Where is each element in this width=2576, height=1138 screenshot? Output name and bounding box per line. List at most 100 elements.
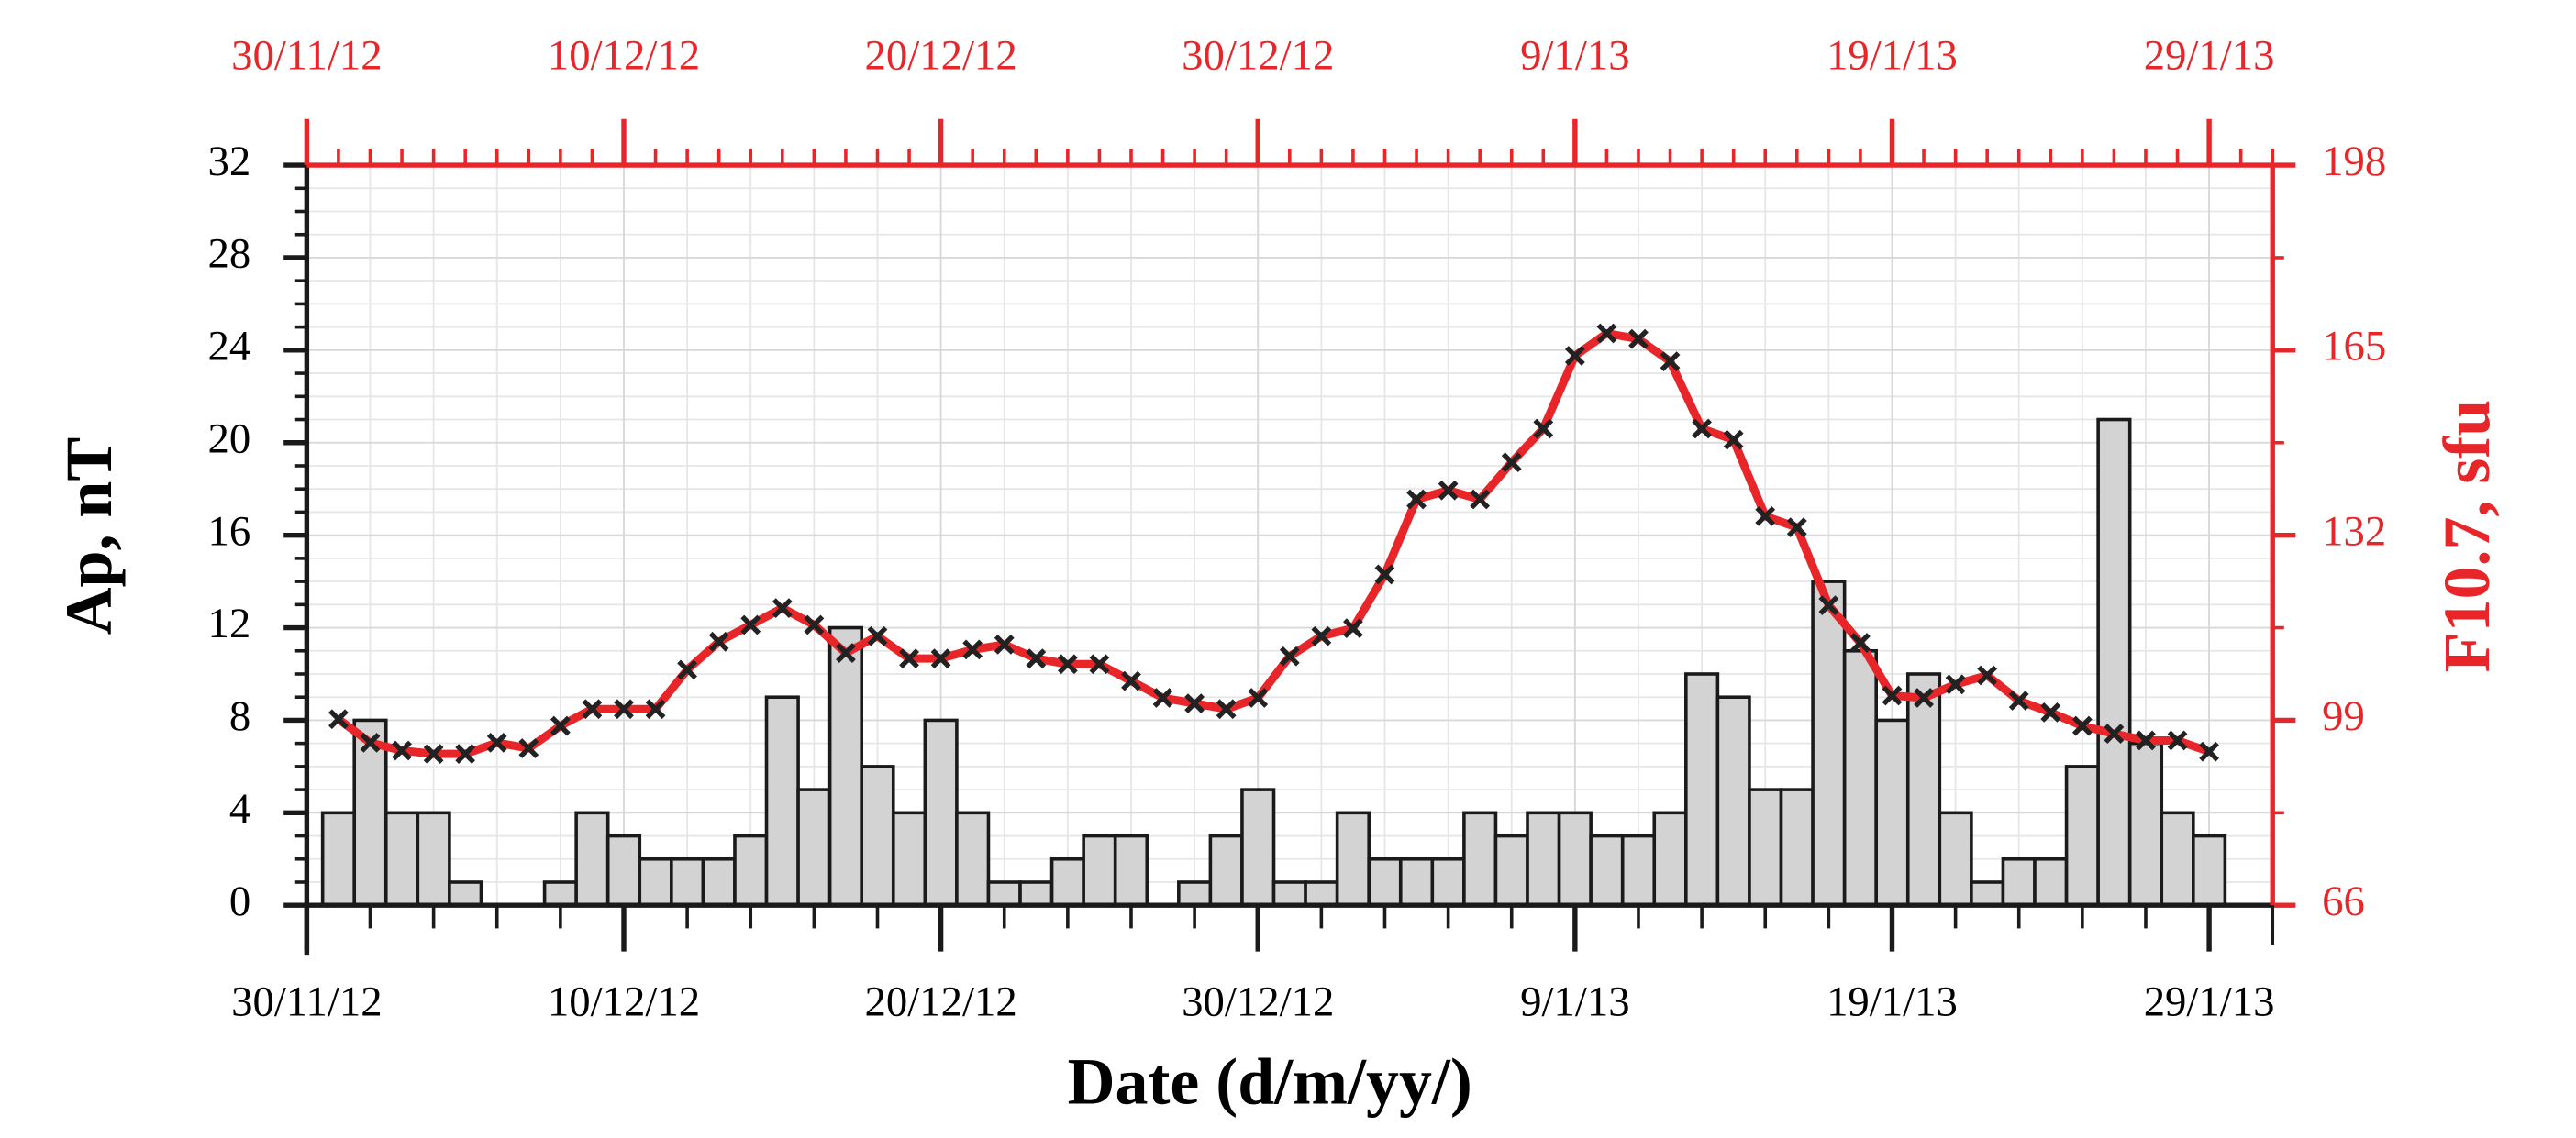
marker-stroke (1374, 564, 1395, 585)
marker-stroke (1343, 618, 1363, 639)
bar (2064, 765, 2100, 908)
marker (582, 699, 603, 720)
marker-stroke (772, 598, 793, 619)
bar (796, 788, 832, 908)
marker-stroke (962, 639, 983, 660)
marker (1596, 323, 1617, 344)
marker (1723, 429, 1744, 450)
marker-stroke (1882, 685, 1903, 706)
bar (1208, 834, 1244, 908)
marker (677, 659, 698, 680)
bar (1557, 811, 1593, 908)
marker-stroke (1406, 489, 1427, 510)
y2-tick-label: 198 (2322, 138, 2386, 185)
y-tick-label: 0 (229, 878, 250, 925)
marker-stroke (740, 614, 761, 635)
marker (1977, 665, 1998, 686)
marker (1470, 489, 1491, 510)
marker-stroke (1184, 693, 1205, 713)
x-tick-label: 9/1/13 (1520, 978, 1629, 1026)
marker-stroke (836, 643, 856, 663)
marker (740, 614, 761, 635)
marker-stroke (1216, 699, 1237, 720)
marker (1818, 595, 1839, 615)
marker-stroke (582, 699, 603, 720)
marker (804, 614, 825, 635)
bar (2033, 856, 2069, 908)
marker (1755, 505, 1776, 526)
bar (1113, 834, 1149, 908)
marker (486, 733, 507, 753)
y-tick-label: 32 (208, 138, 251, 185)
marker-stroke (1850, 633, 1871, 653)
bar (701, 856, 737, 908)
marker (1438, 480, 1459, 501)
marker-stroke (1248, 688, 1269, 708)
x-axis-label: Date (d/m/yy/) (1068, 1044, 1472, 1118)
marker-stroke (2104, 724, 2125, 745)
marker (1692, 418, 1713, 439)
marker-stroke (1026, 648, 1047, 669)
bar (542, 880, 578, 908)
marker-stroke (518, 738, 539, 758)
bar (1462, 811, 1498, 908)
marker-stroke (2040, 702, 2061, 723)
y2-axis-label: F10.7, sfu (2430, 400, 2504, 673)
marker-stroke (1977, 665, 1998, 686)
bar (1304, 880, 1339, 908)
bar (2192, 834, 2227, 908)
marker-stroke (1660, 351, 1681, 371)
marker (518, 738, 539, 758)
marker (2008, 691, 2029, 711)
bar (860, 765, 895, 908)
bar (1842, 648, 1878, 908)
marker (2136, 730, 2156, 751)
marker (994, 634, 1015, 655)
marker-stroke (328, 709, 349, 730)
bar (1049, 856, 1085, 908)
bar (1589, 834, 1625, 908)
y2-tick-label: 132 (2322, 507, 2386, 555)
marker-stroke (2136, 730, 2156, 751)
bar (1493, 834, 1529, 908)
marker (328, 709, 349, 730)
x-tick-label: 29/1/13 (2144, 978, 2275, 1026)
marker-stroke (392, 740, 412, 761)
marker-stroke (1564, 346, 1585, 366)
y2-tick-label: 165 (2322, 323, 2386, 370)
x-tick-label: 30/12/12 (1182, 978, 1334, 1026)
marker-stroke (1279, 646, 1300, 667)
top-x-tick-label: 19/1/13 (1827, 32, 1958, 80)
marker (1057, 654, 1078, 675)
marker (1533, 418, 1554, 439)
bar (320, 811, 357, 908)
marker (1184, 693, 1205, 713)
bar (1018, 880, 1054, 908)
top-x-tick-label: 9/1/13 (1520, 32, 1629, 80)
marker (1945, 674, 1966, 695)
bar (1874, 718, 1910, 908)
top-x-tick-label: 30/11/12 (231, 32, 382, 80)
bar (1367, 856, 1403, 908)
marker (2104, 724, 2125, 745)
marker-stroke (930, 648, 951, 669)
bar (2001, 856, 2037, 908)
marker-stroke (486, 733, 507, 753)
marker (867, 625, 888, 646)
bar (955, 811, 991, 908)
bar (986, 880, 1022, 908)
marker-stroke (614, 699, 634, 720)
bar (2096, 417, 2132, 908)
bar (1715, 695, 1751, 908)
marker-stroke (1501, 452, 1522, 473)
marker-stroke (1438, 480, 1459, 501)
marker-stroke (1089, 654, 1110, 675)
y-tick-label: 16 (208, 507, 251, 555)
bar (1620, 834, 1657, 908)
marker (614, 699, 634, 720)
bar (352, 718, 388, 908)
bar (1240, 788, 1276, 908)
y2-tick-label: 99 (2322, 692, 2365, 740)
